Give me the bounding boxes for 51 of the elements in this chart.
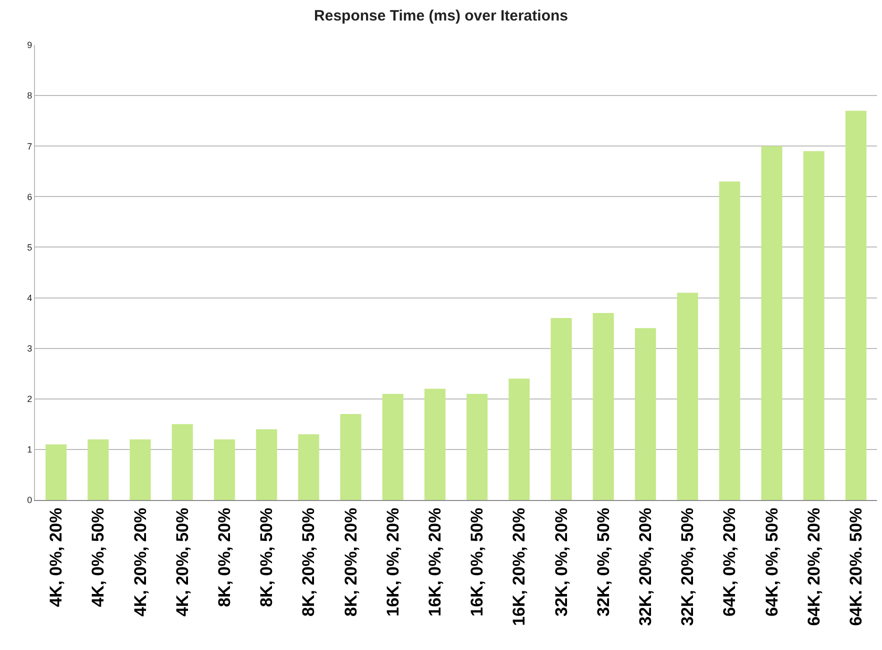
x-tick-label: 64K. 20%. 50% (846, 508, 866, 626)
bar (719, 182, 740, 500)
x-tick-label: 64K, 0%, 50% (762, 508, 782, 616)
y-tick-label: 2 (27, 394, 32, 404)
x-tick-label: 8K, 20%, 50% (299, 508, 318, 616)
bar (214, 439, 235, 500)
x-tick-label: 8K, 0%, 20% (214, 508, 234, 608)
x-tick-label: 32K, 20%, 20% (636, 508, 655, 626)
y-tick-label: 0 (27, 495, 32, 506)
x-tick-label: 4K, 0%, 50% (88, 508, 108, 608)
y-tick-label: 9 (27, 40, 32, 50)
bar (340, 414, 362, 500)
x-tick-label: 16K, 0%, 20% (383, 508, 402, 616)
bar (466, 394, 488, 500)
bar (424, 388, 446, 500)
x-tick-label: 64K, 0%, 20% (720, 508, 740, 616)
x-tick-label: 32K, 0%, 50% (594, 508, 613, 616)
bar (677, 292, 698, 500)
bar (130, 439, 151, 500)
bar (761, 146, 782, 500)
bar (88, 439, 109, 500)
bar (256, 429, 278, 500)
y-tick-label: 3 (27, 343, 32, 354)
bar (298, 434, 320, 500)
x-tick-label: 4K, 20%, 20% (130, 508, 150, 616)
y-tick-label: 1 (27, 444, 32, 455)
x-tick-label: 8K, 0%, 50% (257, 508, 276, 608)
x-tick-label: 16K, 0%, 20% (425, 508, 444, 616)
bar (46, 444, 67, 500)
x-tick-label: 16K, 20%, 20% (510, 508, 529, 626)
x-tick-label: 4K, 20%, 50% (172, 508, 192, 616)
bar (508, 378, 530, 500)
chart-title: Response Time (ms) over Iterations (314, 7, 568, 24)
y-tick-label: 6 (27, 192, 32, 202)
y-tick-label: 8 (27, 90, 32, 101)
x-tick-label: 32K, 20%, 50% (678, 508, 698, 626)
x-tick-label: 4K, 0%, 20% (46, 508, 66, 608)
x-tick-label: 16K, 0%, 50% (468, 508, 487, 616)
y-tick-label: 7 (27, 141, 32, 152)
bar (592, 312, 614, 500)
y-tick-label: 4 (27, 292, 32, 303)
bar (803, 151, 824, 500)
x-tick-label: 32K, 0%, 20% (552, 508, 571, 616)
bar (634, 328, 656, 500)
x-tick-label: 8K, 20%, 20% (341, 508, 360, 616)
x-tick-label: 64K, 20%, 20% (804, 508, 824, 626)
bar (382, 394, 404, 500)
bar (550, 318, 572, 500)
y-tick-label: 5 (27, 242, 32, 252)
bar (845, 110, 866, 500)
bar (172, 424, 193, 500)
